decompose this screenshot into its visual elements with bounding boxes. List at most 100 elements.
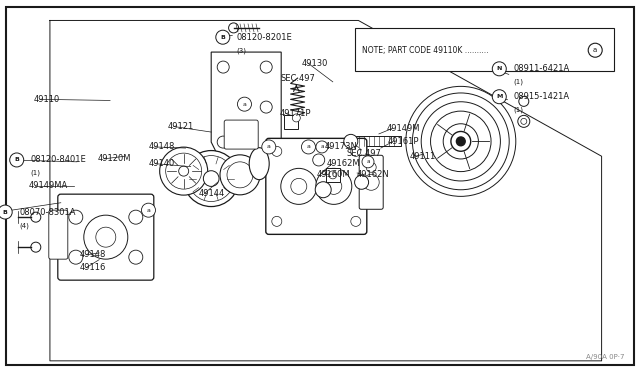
Circle shape (431, 111, 491, 171)
Circle shape (129, 210, 143, 224)
Circle shape (406, 86, 516, 196)
FancyBboxPatch shape (359, 155, 383, 209)
Text: a: a (593, 47, 597, 53)
Text: NOTE; PART CODE 49110K ..........: NOTE; PART CODE 49110K .......... (362, 46, 488, 55)
Text: 49162M: 49162M (326, 159, 360, 168)
Text: B: B (220, 35, 225, 40)
Text: 49161P: 49161P (387, 137, 419, 146)
Circle shape (129, 250, 143, 264)
Text: B: B (14, 157, 19, 163)
Circle shape (10, 153, 24, 167)
Circle shape (329, 171, 337, 179)
Circle shape (96, 227, 116, 247)
FancyBboxPatch shape (224, 120, 258, 149)
Circle shape (220, 155, 260, 195)
Text: 49162N: 49162N (357, 170, 390, 179)
FancyBboxPatch shape (284, 115, 298, 129)
FancyBboxPatch shape (58, 194, 154, 280)
Text: A/90A 0P·7: A/90A 0P·7 (586, 354, 624, 360)
Text: B: B (3, 209, 8, 215)
Circle shape (315, 182, 332, 198)
Text: 49120M: 49120M (98, 154, 131, 163)
Circle shape (588, 43, 602, 57)
Text: 08911-6421A: 08911-6421A (513, 64, 570, 73)
Text: (1): (1) (513, 107, 524, 113)
Circle shape (316, 141, 328, 153)
Circle shape (344, 134, 358, 148)
Text: M: M (496, 94, 502, 99)
Text: a: a (147, 208, 150, 213)
Circle shape (366, 162, 376, 172)
Circle shape (443, 124, 479, 159)
Circle shape (188, 155, 234, 202)
Circle shape (237, 97, 252, 111)
Circle shape (272, 217, 282, 226)
Circle shape (292, 114, 300, 122)
Text: 49144: 49144 (198, 189, 225, 198)
Text: 08120-8401E: 08120-8401E (31, 155, 86, 164)
Circle shape (412, 93, 509, 190)
Circle shape (521, 118, 527, 124)
Circle shape (316, 169, 352, 204)
Circle shape (291, 178, 307, 194)
Circle shape (69, 250, 83, 264)
Circle shape (141, 203, 156, 217)
Text: 49116: 49116 (80, 263, 106, 272)
Circle shape (262, 140, 276, 154)
Circle shape (217, 136, 229, 148)
Circle shape (355, 175, 369, 189)
Text: 49149M: 49149M (387, 124, 420, 133)
Circle shape (492, 62, 506, 76)
Text: SEC.497: SEC.497 (280, 74, 315, 83)
Text: 49171P: 49171P (280, 109, 311, 118)
Circle shape (179, 166, 189, 176)
Circle shape (364, 174, 380, 190)
Circle shape (0, 205, 12, 219)
Circle shape (351, 217, 361, 226)
Circle shape (217, 61, 229, 73)
Circle shape (362, 156, 374, 168)
Text: a: a (243, 102, 246, 107)
Circle shape (326, 178, 342, 194)
Text: 49121: 49121 (168, 122, 194, 131)
Text: 49130: 49130 (302, 59, 328, 68)
Circle shape (228, 23, 239, 33)
Circle shape (281, 169, 317, 204)
Circle shape (31, 242, 41, 252)
FancyBboxPatch shape (356, 137, 401, 146)
Circle shape (69, 210, 83, 224)
FancyBboxPatch shape (6, 7, 634, 365)
FancyBboxPatch shape (49, 210, 68, 259)
Circle shape (301, 140, 316, 154)
Ellipse shape (249, 148, 269, 180)
Text: 49110: 49110 (34, 95, 60, 104)
Circle shape (518, 115, 530, 127)
Circle shape (492, 90, 506, 104)
Text: a: a (267, 144, 271, 150)
Circle shape (451, 131, 470, 151)
Circle shape (227, 162, 253, 188)
FancyBboxPatch shape (266, 138, 367, 234)
Text: SEC.497: SEC.497 (347, 149, 381, 158)
Text: (3): (3) (237, 47, 247, 54)
Text: a: a (307, 144, 310, 150)
Circle shape (216, 30, 230, 44)
Text: N: N (497, 66, 502, 71)
Text: (1): (1) (31, 170, 41, 176)
Text: 08915-1421A: 08915-1421A (513, 92, 570, 101)
Text: 49111: 49111 (410, 152, 436, 161)
Circle shape (183, 151, 239, 206)
Text: 49173N: 49173N (325, 142, 358, 151)
Circle shape (421, 102, 500, 181)
FancyBboxPatch shape (355, 28, 614, 71)
Text: 49160M: 49160M (317, 170, 351, 179)
Text: (4): (4) (19, 222, 29, 228)
Circle shape (260, 101, 272, 113)
Circle shape (84, 215, 128, 259)
Text: 49148: 49148 (148, 142, 175, 151)
Text: 08070-8301A: 08070-8301A (19, 208, 76, 217)
Text: 49148: 49148 (80, 250, 106, 259)
Circle shape (31, 212, 41, 222)
Circle shape (351, 146, 361, 156)
Circle shape (204, 171, 219, 186)
